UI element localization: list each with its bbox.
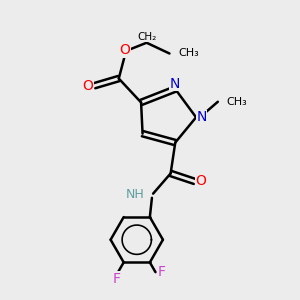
Text: N: N (196, 110, 207, 124)
Text: F: F (112, 272, 121, 286)
Text: CH₃: CH₃ (226, 97, 247, 107)
Text: O: O (119, 43, 130, 57)
Text: O: O (196, 174, 207, 188)
Text: F: F (158, 265, 166, 279)
Text: N: N (170, 77, 181, 91)
Text: CH₃: CH₃ (178, 49, 199, 58)
Text: O: O (82, 79, 93, 93)
Text: NH: NH (125, 188, 144, 201)
Text: CH₂: CH₂ (138, 32, 157, 42)
